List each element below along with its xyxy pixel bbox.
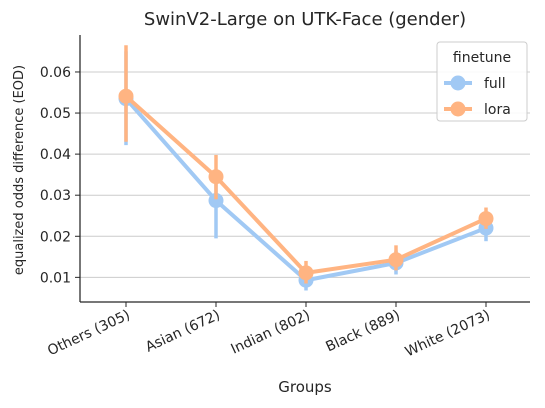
y-tick-label: 0.06 [40,65,71,81]
data-point [478,211,494,227]
y-tick-label: 0.01 [40,270,71,286]
grid-lines [80,71,530,278]
legend-label: full [484,76,506,92]
series-lora [118,45,494,284]
data-point [298,265,314,281]
y-tick-label: 0.04 [40,147,71,163]
chart-title: SwinV2-Large on UTK-Face (gender) [144,9,466,30]
legend-label: lora [484,102,511,118]
data-point [118,88,134,104]
legend-items: full lora [444,75,511,118]
x-tick-label: Others (305) [45,307,133,359]
legend: finetune full lora [436,41,528,122]
x-axis-label: Groups [278,378,332,396]
legend-frame [436,41,528,122]
data-point [208,169,224,185]
y-tick-label: 0.05 [40,106,71,122]
y-tick-label: 0.02 [40,229,71,245]
series-layer [118,45,494,291]
x-tick-label: Black (889) [323,307,402,355]
data-point [388,252,404,268]
x-tick-label: Indian (802) [229,307,313,358]
x-tick-label: White (2073) [403,307,493,360]
series-line [124,97,487,283]
series-line [124,94,487,275]
y-tick-label: 0.03 [40,188,71,204]
y-axis-label: equalized odds difference (EOD) [12,65,27,275]
legend-title: finetune [453,50,511,66]
data-point [208,193,224,209]
legend-marker [450,101,466,117]
x-tick-label: Asian (672) [143,307,223,355]
legend-marker [450,75,466,91]
